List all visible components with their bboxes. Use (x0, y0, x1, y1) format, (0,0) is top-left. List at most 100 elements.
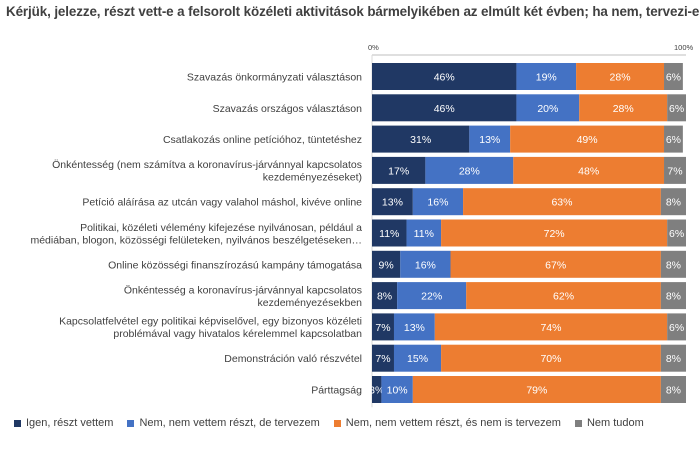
bar-segment (372, 250, 401, 278)
data-label: 70% (540, 353, 561, 365)
data-label: 79% (526, 385, 547, 397)
legend-label: Nem, nem vettem részt, de tervezem (139, 417, 320, 429)
legend-swatch (333, 419, 341, 427)
category-label: Politikai, közéleti vélemény kifejezése … (80, 222, 362, 234)
bar-segment (510, 125, 665, 153)
category-label: Párttagság (311, 385, 362, 397)
bar-segment (660, 188, 686, 216)
data-label: 16% (427, 197, 448, 209)
data-label: 7% (375, 322, 390, 334)
bar-segment (372, 313, 394, 341)
bar-segment (450, 250, 661, 278)
legend-label: Nem tudom (586, 417, 644, 429)
bar-segment (372, 344, 394, 372)
legend-swatch (14, 419, 21, 427)
bar-segment (667, 94, 686, 122)
bar-segment (463, 188, 661, 216)
bar-segment (381, 376, 413, 403)
bar-segment (372, 94, 517, 122)
category-label: problémával vagy hivatalos kérelemmel ka… (113, 328, 362, 340)
data-label: 8% (666, 385, 681, 397)
data-label: 46% (434, 103, 455, 115)
bar-segment (372, 376, 382, 403)
legend-swatch (127, 419, 135, 427)
data-label: 28% (610, 72, 631, 84)
data-label: 6% (666, 134, 681, 146)
data-label: 8% (666, 259, 681, 271)
legend-item: Nem, nem vettem részt, de tervezem (127, 417, 320, 429)
legend-item: Nem tudom (574, 417, 644, 429)
legend-swatch (574, 419, 582, 427)
bar-segment (400, 250, 451, 278)
data-label: 67% (545, 259, 566, 271)
chart-legend: Igen, részt vettem Nem, nem vettem részt,… (14, 417, 658, 429)
legend-item: Nem, nem vettem részt, és nem is terveze… (333, 417, 561, 429)
data-label: 6% (669, 103, 684, 115)
legend-label: Nem, nem vettem részt, és nem is terveze… (345, 417, 561, 429)
bar-segment (660, 344, 686, 372)
bar-segment (372, 188, 413, 216)
data-label: 48% (578, 165, 599, 177)
data-label: 6% (669, 228, 684, 240)
category-label: kezdeményezéseket) (263, 172, 362, 184)
data-label: 16% (415, 259, 436, 271)
bar-segment (667, 313, 686, 341)
bar-segment (372, 282, 398, 310)
bar-segment (372, 125, 470, 153)
data-label: 46% (434, 72, 455, 84)
data-label: 28% (459, 165, 480, 177)
data-label: 49% (577, 134, 598, 146)
data-label: 10% (387, 385, 408, 397)
bar-segment (441, 344, 661, 372)
category-label: Önkéntesség (nem számítva a koronavírus-… (52, 159, 362, 171)
data-label: 9% (379, 259, 394, 271)
category-label: médiában, blogon, közösségi felületeken,… (30, 234, 362, 246)
category-label: Kapcsolatfelvétel egy politikai képvisel… (59, 316, 362, 328)
bar-segment (664, 156, 686, 184)
data-label: 7% (667, 165, 682, 177)
data-label: 20% (537, 103, 558, 115)
category-label: Demonstráción való részvétel (224, 353, 362, 365)
data-label: 13% (382, 197, 403, 209)
bar-segment (425, 156, 514, 184)
bar-segment (412, 376, 661, 403)
data-label: 6% (669, 322, 684, 334)
bar-segment (393, 344, 442, 372)
bar-segment (434, 313, 668, 341)
chart-title: Kérjük, jelezze, részt vett-e a felsorol… (6, 4, 700, 19)
data-label: 11% (379, 228, 399, 240)
data-label: 8% (666, 197, 681, 209)
data-label: 6% (666, 72, 681, 84)
bar-segment (513, 156, 665, 184)
bar-segment (406, 219, 442, 247)
bar-segment (660, 250, 686, 278)
legend-label: Igen, részt vettem (26, 417, 114, 429)
data-label: 63% (551, 197, 572, 209)
bar-segment (466, 282, 661, 310)
bar-segment (516, 94, 580, 122)
bar-segment (412, 188, 464, 216)
bar-segment (516, 63, 577, 90)
x-tick-label: 100% (674, 43, 694, 52)
category-label: Szavazás országos választáson (213, 103, 363, 115)
data-label: 74% (540, 322, 561, 334)
data-label: 31% (410, 134, 431, 146)
data-label: 8% (666, 353, 681, 365)
bar-segment (441, 219, 668, 247)
data-label: 62% (553, 291, 574, 303)
data-label: 8% (666, 291, 681, 303)
category-label: Online közösségi finanszírozású kampány … (108, 259, 362, 271)
category-label: Szavazás önkormányzati választáson (187, 72, 362, 84)
data-label: 15% (407, 353, 428, 365)
bar-segment (579, 94, 668, 122)
data-label: 22% (421, 291, 442, 303)
category-label: Csatlakozás online petícióhoz, tüntetésh… (163, 134, 362, 146)
category-label: Petíció aláírása az utcán vagy valahol m… (82, 197, 362, 209)
data-label: 11% (414, 228, 434, 240)
bar-segment (372, 219, 407, 247)
bar-segment (372, 63, 517, 90)
bar-segment (372, 156, 426, 184)
data-label: 7% (375, 353, 390, 365)
bar-segment (660, 282, 686, 310)
